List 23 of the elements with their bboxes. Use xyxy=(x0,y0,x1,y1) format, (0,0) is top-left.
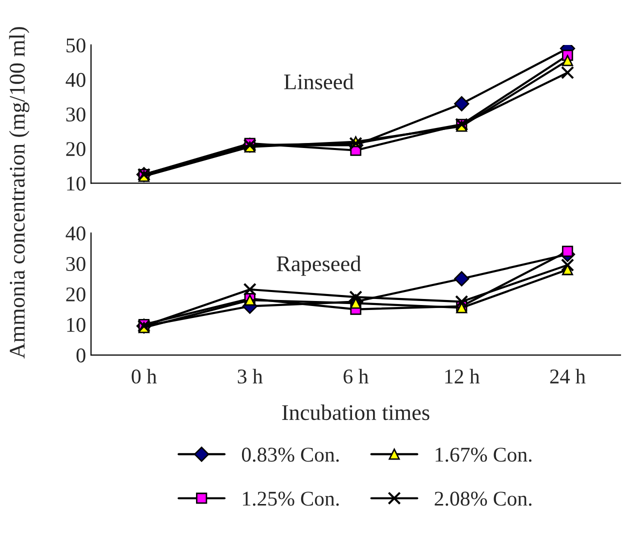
y-tick-label: 30 xyxy=(66,256,86,271)
x-tick-label: 0 h xyxy=(132,368,157,384)
legend-label: 1.67% Con. xyxy=(436,448,532,462)
x-tick-label: 3 h xyxy=(238,368,263,384)
x-axis-title: Incubation times xyxy=(282,404,430,420)
y-tick-label: 40 xyxy=(66,226,86,240)
y-tick-label: 50 xyxy=(66,38,86,52)
text: Linseed xyxy=(284,74,354,90)
y-tick-label: 40 xyxy=(66,72,86,87)
x-tick-label: 12 h xyxy=(445,368,480,384)
legend-label: 0.83% Con. xyxy=(242,448,339,462)
y-tick-label: 20 xyxy=(66,142,86,156)
legend-label: 1.25% Con. xyxy=(243,492,339,506)
y-tick-label: 20 xyxy=(66,287,86,302)
y-tick-label: 30 xyxy=(66,107,86,122)
x-tick-label: 6 h xyxy=(344,368,368,384)
y-tick-label: 10 xyxy=(67,318,86,332)
x-tick-label: 24 h xyxy=(550,368,586,384)
y-tick-label: 10 xyxy=(67,176,86,191)
y-axis-title: Ammonia concentration (mg/100 ml) xyxy=(9,27,30,359)
y-tick-label: 0 xyxy=(76,348,86,362)
legend-label: 2.08% Con. xyxy=(434,492,532,506)
text: Rapeseed xyxy=(276,256,361,276)
